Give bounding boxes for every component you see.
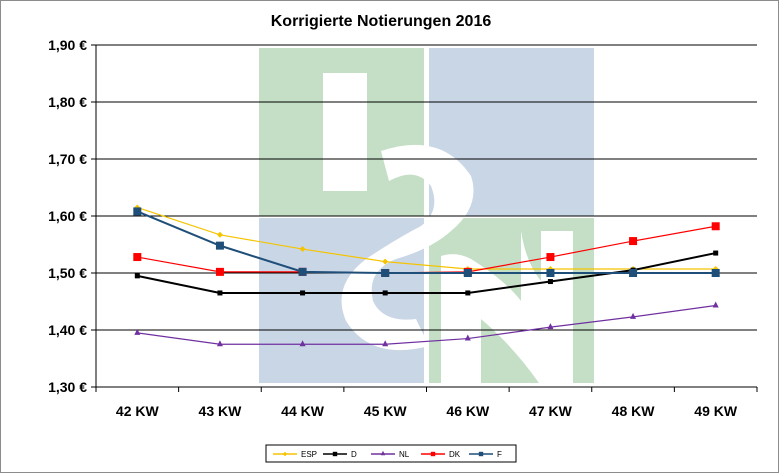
isn-watermark-logo	[259, 48, 594, 383]
data-point	[465, 290, 471, 296]
legend-label: D	[351, 450, 357, 459]
legend: ESP D NL DK F	[265, 444, 517, 463]
data-point	[217, 290, 223, 296]
axes	[95, 45, 758, 392]
x-tick-label: 46 KW	[446, 403, 490, 419]
data-point	[712, 301, 719, 308]
legend-label: ESP	[301, 450, 317, 459]
x-tick-label: 44 KW	[281, 403, 325, 419]
y-tick-label: 1,90 €	[48, 37, 87, 53]
chart-title: Korrigierte Notierungen 2016	[271, 13, 492, 30]
y-tick-label: 1,30 €	[48, 379, 87, 395]
data-point	[629, 269, 638, 277]
data-point	[216, 340, 223, 347]
data-point	[299, 340, 306, 347]
x-axis-tick-labels: 42 KW 43 KW 44 KW 45 KW 46 KW 47 KW 48 KW 49 KW	[116, 403, 738, 419]
data-point	[215, 241, 224, 250]
data-point	[382, 340, 389, 347]
x-tick-label: 42 KW	[116, 403, 160, 419]
data-point	[381, 269, 390, 277]
data-point	[711, 269, 720, 277]
data-point	[546, 253, 555, 262]
series-line	[136, 210, 716, 274]
data-point	[133, 253, 142, 262]
legend-label: NL	[399, 450, 410, 459]
y-tick-label: 1,50 €	[48, 265, 87, 281]
legend-marker	[332, 451, 338, 457]
data-point	[629, 237, 638, 246]
data-point	[547, 323, 554, 330]
data-point	[713, 250, 719, 256]
data-point	[134, 273, 140, 279]
data-point	[134, 328, 141, 335]
data-point	[299, 246, 306, 253]
series-f	[133, 207, 720, 277]
data-point	[298, 267, 307, 276]
legend-label: DK	[449, 450, 461, 459]
data-point	[463, 269, 472, 277]
x-tick-label: 49 KW	[694, 403, 738, 419]
legend-label: F	[497, 450, 502, 459]
x-tick-label: 45 KW	[364, 403, 408, 419]
x-tick-label: 47 KW	[529, 403, 573, 419]
series-lines	[133, 204, 720, 347]
data-point	[382, 258, 389, 265]
data-point	[547, 279, 553, 285]
series-line	[137, 206, 716, 270]
data-point	[464, 334, 471, 341]
data-point	[216, 231, 223, 238]
data-point	[382, 290, 388, 296]
series-nl	[134, 301, 719, 347]
x-tick-label: 48 KW	[612, 403, 656, 419]
data-point	[215, 267, 224, 276]
y-axis-tick-labels: 1,30 € 1,40 € 1,50 € 1,60 € 1,70 € 1,80 € 1,90…	[48, 37, 87, 395]
data-point	[630, 312, 637, 319]
x-tick-label: 43 KW	[199, 403, 243, 419]
data-point	[300, 290, 306, 296]
watermark-letter-s	[341, 144, 474, 351]
y-tick-label: 1,40 €	[48, 322, 87, 338]
y-tick-label: 1,60 €	[48, 208, 87, 224]
watermark-letter-i	[323, 73, 367, 191]
legend-marker	[478, 451, 484, 457]
series-line	[137, 304, 716, 345]
y-tick-label: 1,70 €	[48, 151, 87, 167]
legend-marker	[430, 451, 436, 457]
legend-marker	[282, 451, 288, 457]
data-point	[546, 269, 555, 277]
y-tick-label: 1,80 €	[48, 94, 87, 110]
legend-marker	[380, 450, 386, 456]
data-point	[711, 222, 720, 231]
data-point	[133, 207, 142, 216]
